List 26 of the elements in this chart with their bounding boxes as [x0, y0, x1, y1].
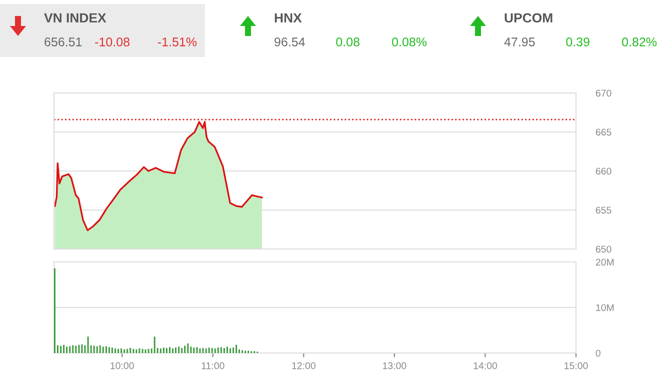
y-tick-label: 0 — [596, 350, 600, 357]
x-tick-label: 11:00 — [202, 362, 224, 370]
x-tick-label: 14:00 — [474, 362, 498, 370]
text: VN INDEX — [44, 13, 106, 22]
x-tick-label: 12:00 — [292, 362, 316, 370]
y-tick-label: 650 — [596, 246, 612, 253]
x-tick-label: 15:00 — [564, 362, 588, 370]
text: -10.08 — [95, 38, 130, 46]
text: HNX — [274, 13, 302, 22]
text: 0.08 — [336, 38, 360, 46]
text: 0.39 — [566, 38, 590, 46]
text: 96.54 — [274, 38, 305, 46]
text: UPCOM — [504, 13, 552, 23]
y-tick-label: 20M — [596, 258, 614, 266]
text: -1.51% — [158, 38, 197, 46]
x-tick-label: 10:00 — [110, 362, 134, 370]
text: 47.95 — [504, 38, 535, 46]
text: 656.51 — [44, 38, 82, 46]
y-tick-label: 665 — [596, 128, 612, 136]
y-tick-label: 670 — [596, 90, 612, 97]
y-tick-label: 655 — [596, 206, 612, 214]
y-tick-label: 660 — [596, 168, 612, 175]
text: 0.08% — [392, 38, 427, 46]
x-tick-label: 13:00 — [383, 362, 406, 370]
text: 0.82% — [622, 38, 657, 46]
y-tick-label: 10M — [596, 304, 614, 312]
